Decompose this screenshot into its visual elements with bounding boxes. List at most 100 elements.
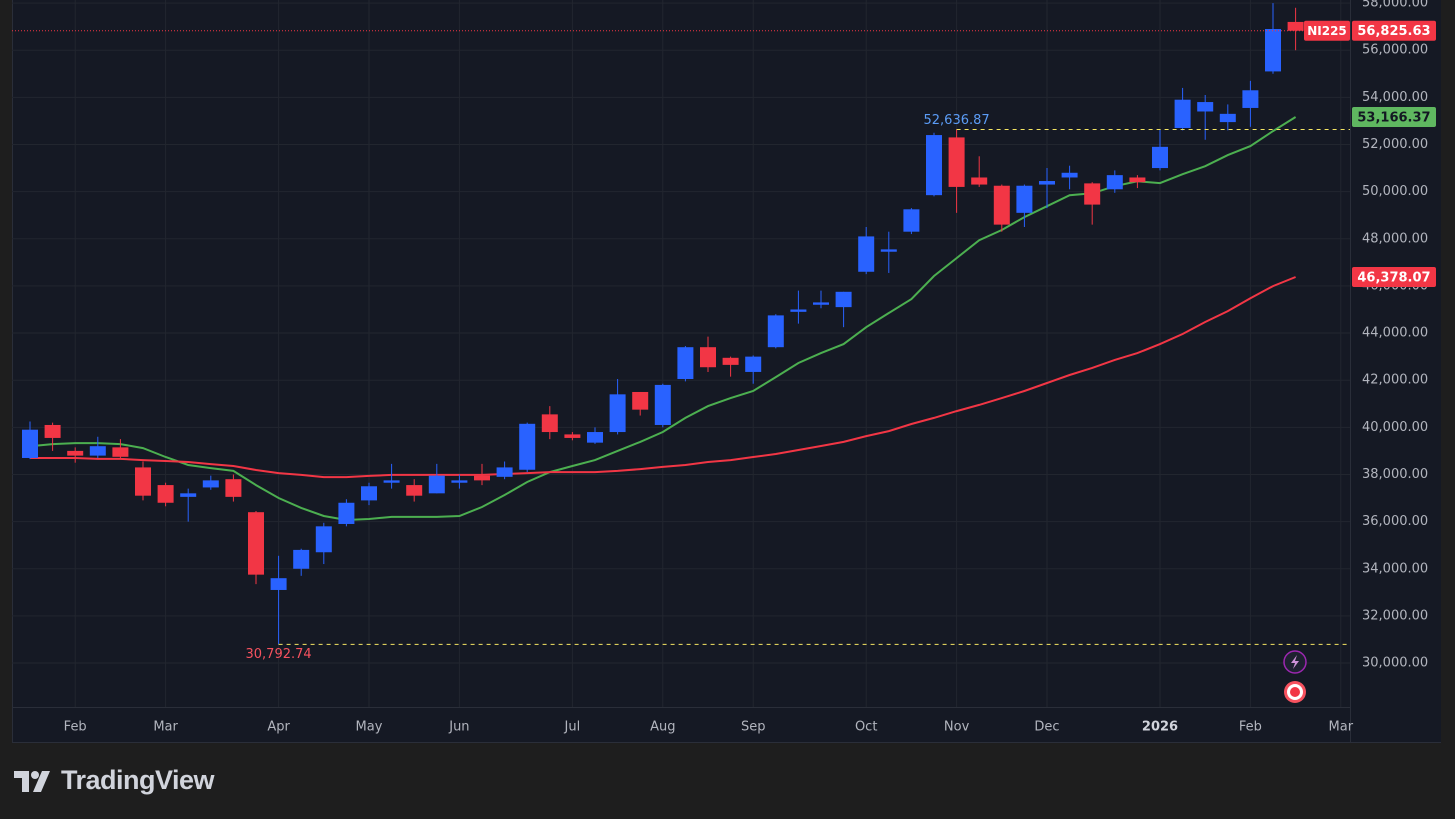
y-tick-label: 40,000.00 bbox=[1362, 420, 1428, 435]
candle-body bbox=[654, 384, 671, 425]
candle-body bbox=[1242, 90, 1259, 108]
candle-body bbox=[880, 249, 897, 252]
y-tick-label: 54,000.00 bbox=[1362, 90, 1428, 105]
ma-price-label: 53,166.37 bbox=[1357, 110, 1430, 125]
x-tick-label: Feb bbox=[64, 720, 87, 735]
x-tick-label: Dec bbox=[1034, 720, 1059, 735]
candle-body bbox=[1152, 146, 1168, 169]
y-tick-label: 32,000.00 bbox=[1362, 608, 1428, 623]
symbol-label: NI225 bbox=[1307, 24, 1347, 38]
brand-name: TradingView bbox=[61, 765, 216, 795]
candle-body bbox=[1265, 28, 1281, 72]
x-tick-label: Aug bbox=[650, 720, 675, 735]
candle-body bbox=[202, 480, 219, 488]
x-tick-label: Oct bbox=[855, 720, 877, 735]
candle-body bbox=[813, 302, 829, 305]
symbol-badge bbox=[1304, 20, 1350, 41]
moving-average-line bbox=[30, 276, 1296, 479]
y-tick-label: 30,000.00 bbox=[1362, 656, 1428, 671]
x-tick-label: Sep bbox=[741, 720, 766, 735]
candle-body bbox=[519, 423, 536, 470]
candle-body bbox=[270, 578, 287, 590]
candle-body bbox=[609, 394, 626, 433]
candle-body bbox=[406, 485, 423, 496]
candle-body bbox=[541, 414, 558, 433]
candle-body bbox=[135, 467, 151, 496]
price-annotation: 52,636.87 bbox=[924, 113, 990, 128]
candle-body bbox=[722, 357, 739, 365]
candle-body bbox=[157, 485, 174, 503]
candle-body bbox=[361, 486, 377, 501]
candle-body bbox=[67, 450, 84, 456]
brand-logo bbox=[14, 771, 50, 792]
x-tick-label: Apr bbox=[267, 720, 290, 735]
candle-body bbox=[993, 185, 1010, 225]
y-tick-label: 36,000.00 bbox=[1362, 514, 1428, 529]
x-tick-label: Feb bbox=[1239, 720, 1262, 735]
x-tick-label: Jun bbox=[448, 720, 469, 735]
candle-body bbox=[1039, 181, 1055, 185]
candle-body bbox=[1084, 183, 1101, 205]
candle-body bbox=[971, 177, 988, 185]
candle-body bbox=[248, 512, 264, 575]
candle-body bbox=[338, 502, 355, 524]
candle-body bbox=[835, 291, 852, 308]
candle-body bbox=[1174, 99, 1191, 128]
y-tick-label: 34,000.00 bbox=[1362, 561, 1428, 576]
alert-icon[interactable] bbox=[1283, 650, 1307, 674]
last-price-label: 56,825.63 bbox=[1357, 24, 1430, 39]
y-tick-label: 42,000.00 bbox=[1362, 373, 1428, 388]
candle-body bbox=[225, 479, 242, 497]
candle-body bbox=[790, 309, 807, 312]
ma-price-label-badge bbox=[1352, 106, 1436, 127]
candle-body bbox=[948, 137, 965, 187]
candle-body bbox=[1287, 21, 1304, 31]
candle-body bbox=[383, 480, 400, 483]
x-tick-label: Mar bbox=[153, 720, 178, 735]
price-annotation: 30,792.74 bbox=[246, 647, 312, 662]
candle-body bbox=[89, 446, 106, 456]
candle-body bbox=[315, 526, 332, 553]
candle-body bbox=[1106, 175, 1123, 190]
candle-body bbox=[451, 480, 468, 483]
record-icon[interactable] bbox=[1284, 681, 1306, 703]
y-tick-label: 56,000.00 bbox=[1362, 43, 1428, 58]
candle-body bbox=[564, 434, 581, 438]
candle-body bbox=[632, 391, 649, 410]
x-tick-label: Mar bbox=[1329, 720, 1354, 735]
y-tick-label: 44,000.00 bbox=[1362, 326, 1428, 341]
candle-body bbox=[428, 475, 445, 494]
chart-background bbox=[12, 0, 1441, 743]
y-tick-label: 50,000.00 bbox=[1362, 184, 1428, 199]
candle-body bbox=[926, 135, 942, 196]
candle-body bbox=[745, 356, 762, 372]
candle-body bbox=[1129, 177, 1146, 183]
candle-body bbox=[474, 475, 490, 481]
candle-body bbox=[180, 493, 197, 497]
candle-body bbox=[1061, 172, 1078, 178]
candle-body bbox=[44, 424, 61, 438]
candle-body bbox=[293, 549, 310, 569]
x-tick-label: 2026 bbox=[1142, 720, 1178, 735]
last-price-label-badge bbox=[1352, 20, 1436, 41]
candle-body bbox=[1016, 185, 1033, 213]
y-tick-label: 52,000.00 bbox=[1362, 137, 1428, 152]
candle-body bbox=[903, 209, 920, 232]
ma-price-label: 46,378.07 bbox=[1357, 270, 1430, 285]
candle-body bbox=[22, 429, 38, 458]
y-tick-label: 38,000.00 bbox=[1362, 467, 1428, 482]
candle-body bbox=[587, 432, 603, 443]
y-tick-label: 58,000.00 bbox=[1362, 0, 1428, 11]
candle-body bbox=[1197, 102, 1214, 112]
x-tick-label: May bbox=[356, 720, 383, 735]
y-tick-label: 48,000.00 bbox=[1362, 231, 1428, 246]
candle-body bbox=[677, 347, 694, 380]
x-tick-label: Nov bbox=[944, 720, 970, 735]
candle-body bbox=[1219, 113, 1236, 123]
candle-body bbox=[767, 315, 784, 348]
x-tick-label: Jul bbox=[564, 720, 581, 735]
candle-body bbox=[858, 236, 875, 272]
candle-body bbox=[112, 447, 129, 457]
